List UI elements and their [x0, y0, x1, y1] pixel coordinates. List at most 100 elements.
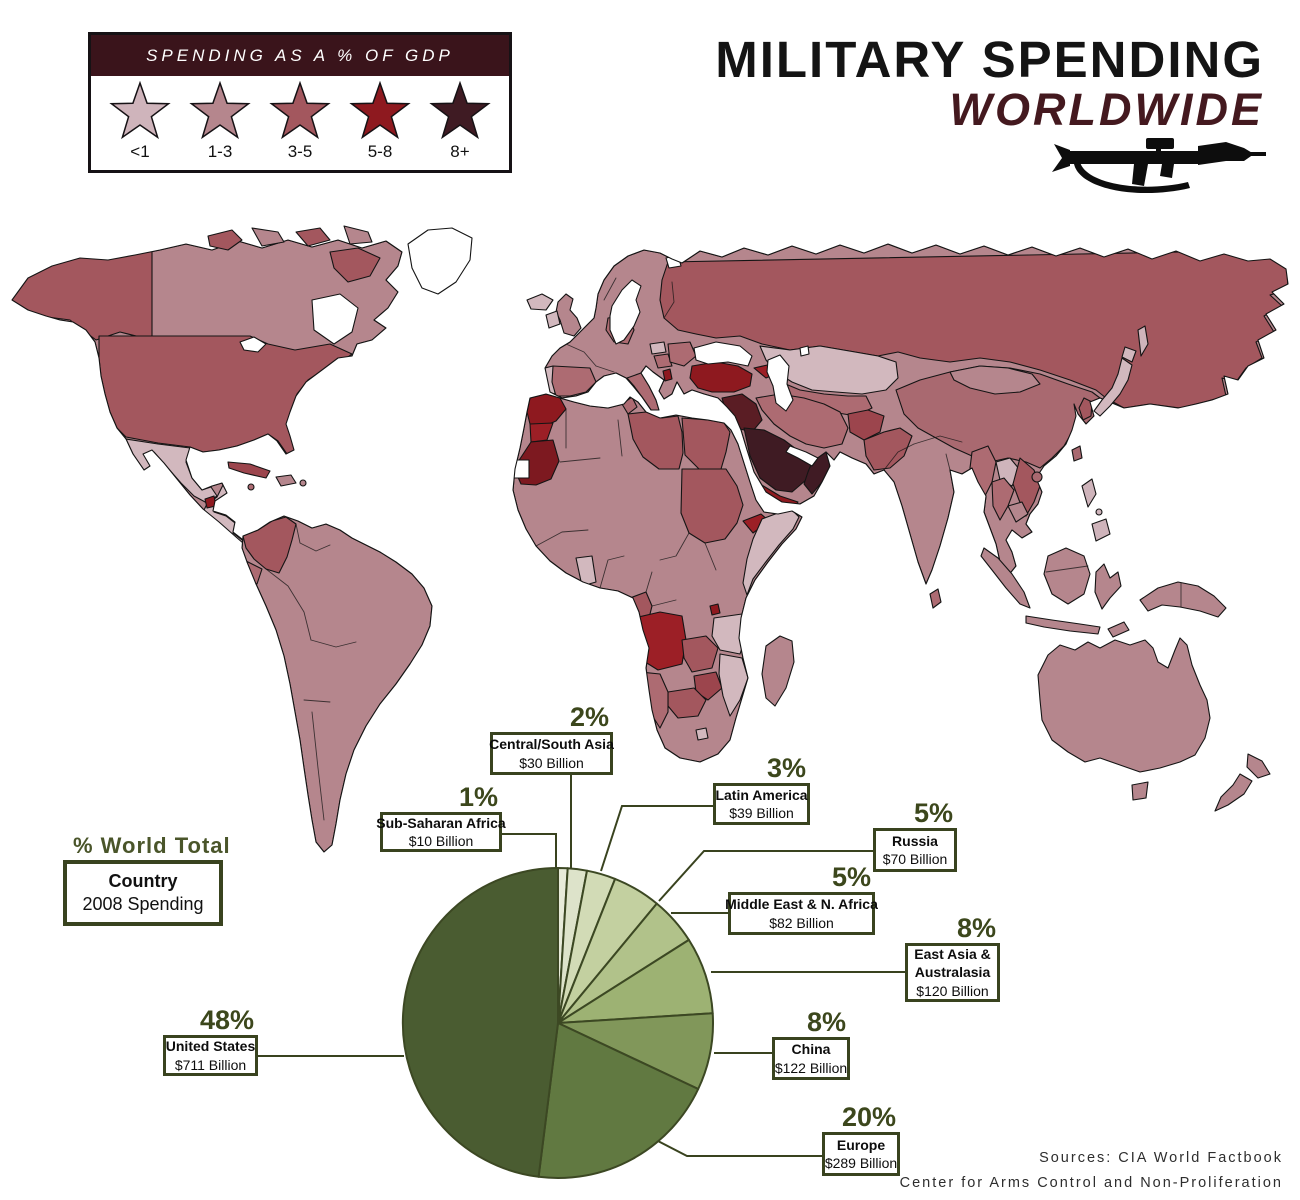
arctic-island — [251, 227, 285, 247]
country-burundi — [709, 603, 721, 616]
pie-pct-central-south-asia: 2% — [569, 702, 609, 732]
country-japan — [1093, 357, 1133, 417]
country-mongolia — [949, 365, 1041, 395]
legend-category-label: 5-8 — [367, 142, 393, 161]
page-subtitle: WORLDWIDE — [949, 84, 1264, 135]
country-lesotho — [695, 727, 709, 741]
legend-category-3-5: 3-5 — [264, 81, 336, 162]
country-cuba — [227, 461, 271, 479]
pie-pct-china: 8% — [806, 1007, 846, 1037]
pie-label-amount: $82 Billion — [769, 914, 834, 931]
country-new-zealand — [1246, 753, 1271, 779]
legend-title: SPENDING AS A % OF GDP — [91, 35, 509, 76]
legend-category-label: 8+ — [450, 142, 470, 161]
country-afghanistan — [847, 409, 885, 441]
key-box-heading: % World Total — [73, 833, 231, 858]
country-usa — [98, 335, 353, 455]
star-shape — [109, 81, 171, 140]
pie-label-box-sub-saharan-africa: Sub-Saharan Africa $10 Billion — [376, 812, 506, 852]
country-philippines — [1091, 518, 1111, 542]
pie-connector-lines — [258, 775, 905, 1157]
pie-label-amount: $30 Billion — [519, 754, 584, 771]
star-shape — [269, 81, 331, 140]
island-tasmania — [1131, 781, 1149, 801]
pie-pct-latin-america: 3% — [766, 753, 806, 783]
key-box-country-label: Country — [108, 871, 178, 891]
key-box-spending-label: 2008 Spending — [82, 894, 204, 914]
legend-category-1: <1 — [104, 81, 176, 162]
pie-label-name: Russia — [892, 832, 938, 849]
pie-label-name: United States — [165, 1038, 256, 1055]
rpg-launcher-icon — [1052, 138, 1266, 194]
star-shape — [349, 81, 411, 140]
pie-label-amount: $10 Billion — [408, 833, 474, 849]
pie-label-amount: $122 Billion — [774, 1059, 848, 1076]
baltic-sea — [609, 279, 642, 345]
arctic-island — [295, 227, 331, 247]
country-madagascar — [761, 635, 795, 707]
pie-label-box-middle-east-n-africa: Middle East & N. Africa $82 Billion — [725, 892, 878, 935]
pie-label-box-united-states: United States $711 Billion — [163, 1035, 258, 1076]
star-icon — [269, 81, 331, 140]
region-romania-bulgaria — [667, 341, 697, 367]
country-zambia — [681, 635, 719, 673]
great-lakes — [239, 336, 267, 353]
map-north-america — [11, 225, 473, 550]
pie-label-name: Latin America — [715, 786, 808, 803]
country-philippines — [1081, 478, 1097, 508]
country-uk — [555, 293, 582, 337]
arctic-island — [343, 225, 373, 245]
gdp-legend: SPENDING AS A % OF GDP <1 1-3 3-5 5-8 8+ — [88, 32, 512, 173]
island-sulawesi — [1094, 563, 1122, 610]
hudson-bay — [311, 293, 359, 345]
pie-label-name: Europe — [836, 1136, 886, 1153]
pie-slice-united-states — [401, 867, 559, 1178]
pie-label-name: Sub-Saharan Africa — [376, 814, 506, 831]
star-shape — [429, 81, 491, 140]
country-sri-lanka — [929, 588, 942, 609]
island-hainan — [1031, 471, 1043, 483]
sources-line-2: Center for Arms Control and Non-Prolifer… — [899, 1174, 1283, 1191]
country-iran — [755, 393, 849, 449]
island-taiwan — [1071, 445, 1083, 462]
country-new-zealand — [1214, 773, 1253, 812]
sources-note: Sources: CIA World Factbook Center for A… — [900, 1146, 1283, 1195]
country-philippines — [1095, 508, 1103, 516]
country-ghana — [575, 555, 597, 587]
black-sea — [693, 341, 753, 367]
arctic-island — [207, 229, 243, 251]
island-timor — [1107, 621, 1130, 638]
baffin-island — [329, 247, 381, 283]
legend-star-row: <1 1-3 3-5 5-8 8+ — [91, 76, 509, 162]
map-oceania — [1037, 637, 1271, 812]
island-jamaica — [247, 483, 255, 491]
pie-label-box-latin-america: Latin America $39 Billion — [713, 783, 810, 825]
star-shape — [189, 81, 251, 140]
pie-label-name: China — [791, 1041, 831, 1058]
country-albania — [662, 368, 673, 382]
country-australia — [1037, 637, 1211, 773]
sources-line-1: Sources: CIA World Factbook — [1039, 1150, 1283, 1166]
country-cambodia — [1007, 501, 1029, 523]
country-turkey — [689, 361, 753, 393]
aral-sea — [799, 345, 810, 357]
star-icon — [349, 81, 411, 140]
country-pakistan — [863, 427, 913, 471]
pie-pct-middle-east-n-africa: 5% — [831, 862, 871, 892]
legend-category-5-8: 5-8 — [344, 81, 416, 162]
pie-pct-europe: 20% — [841, 1102, 896, 1132]
pie-label-name: East Asia & Australasia — [914, 946, 991, 981]
legend-category-label: <1 — [130, 142, 150, 161]
pie-label-amount: $120 Billion — [916, 982, 989, 999]
pie-label-amount: $711 Billion — [174, 1056, 247, 1073]
pie-label-box-europe: Europe $289 Billion — [822, 1132, 900, 1176]
legend-category-label: 1-3 — [207, 142, 233, 161]
legend-category-8: 8+ — [424, 81, 496, 162]
island-new-guinea — [1139, 581, 1227, 618]
pie-label-amount: $39 Billion — [729, 805, 794, 821]
caspian-sea — [766, 354, 794, 412]
legend-category-label: 3-5 — [287, 142, 313, 161]
star-icon — [429, 81, 491, 140]
